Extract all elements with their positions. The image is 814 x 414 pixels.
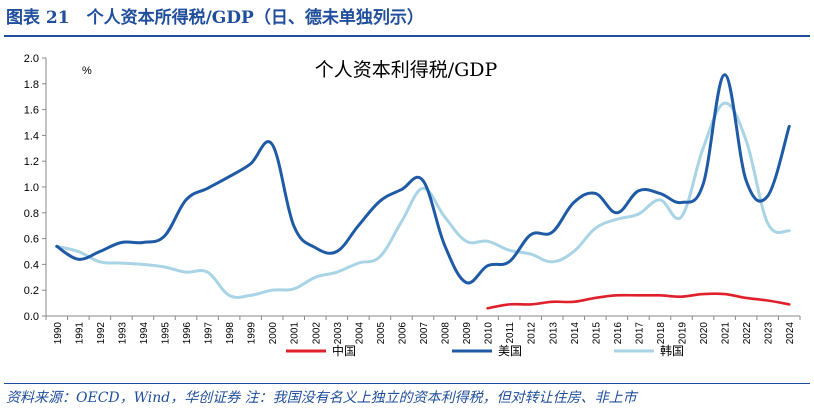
x-tick-label: 1996 (182, 322, 193, 345)
x-tick-label: 2002 (311, 322, 322, 345)
x-tick-label: 2022 (742, 322, 753, 345)
x-tick-label: 1993 (117, 322, 128, 345)
x-tick-label: 2015 (591, 322, 602, 345)
y-tick-label: 1.8 (24, 79, 39, 91)
x-tick-label: 2018 (656, 322, 667, 345)
y-tick-label: 1.2 (24, 156, 39, 168)
y-tick-label: 0.2 (24, 285, 39, 297)
legend-label: 中国 (332, 343, 356, 358)
x-tick-label: 2014 (570, 322, 581, 345)
x-tick-label: 2005 (376, 322, 387, 345)
x-tick-label: 1997 (204, 322, 215, 345)
x-tick-label: 2019 (678, 322, 689, 345)
x-tick-label: 1991 (74, 322, 85, 345)
y-tick-label: 1.4 (24, 130, 39, 142)
figure-title: 图表 21 个人资本所得税/GDP（日、德未单独列示） (6, 8, 424, 28)
source-rule (4, 383, 810, 384)
chart-axes: 0.0 0.2 0.4 0.6 0.8 1.0 1.2 1.4 1.6 1.8 2.0 1990 199… (24, 53, 801, 345)
x-tick-label: 2024 (785, 322, 796, 345)
x-tick-label: 1995 (160, 322, 171, 345)
y-tick-label: 0.8 (24, 208, 39, 220)
series-line-korea (55, 101, 791, 299)
unit-label: % (82, 65, 92, 77)
x-tick-label: 2011 (505, 322, 516, 344)
x-tick-label: 2016 (613, 322, 624, 345)
chart-legend: 中国 美国 韩国 (286, 343, 684, 358)
x-tick-label: 2001 (290, 322, 301, 345)
x-tick-label: 2003 (333, 322, 344, 345)
y-tick-label: 1.0 (24, 182, 39, 194)
x-tick-label: 2000 (268, 322, 279, 345)
y-tick-label: 0.4 (24, 259, 39, 271)
series-line-china (486, 292, 791, 310)
y-tick-label: 2.0 (24, 53, 39, 65)
x-tick-label: 2023 (764, 322, 775, 345)
x-tick-label: 2009 (462, 322, 473, 345)
x-tick-label: 1998 (225, 322, 236, 345)
x-tick-label: 1999 (247, 322, 258, 345)
x-tick-label: 2006 (397, 322, 408, 345)
line-chart: 0.0 0.2 0.4 0.6 0.8 1.0 1.2 1.4 1.6 1.8 2.0 1990 199… (24, 53, 801, 358)
x-tick-label: 2008 (441, 322, 452, 345)
x-tick-label: 2021 (721, 322, 732, 345)
y-tick-label: 1.6 (24, 105, 39, 117)
x-tick-label: 2007 (419, 322, 430, 345)
x-tick-label: 2012 (527, 322, 538, 345)
x-tick-label: 2004 (354, 322, 365, 345)
legend-label: 美国 (498, 344, 522, 358)
x-tick-label: 1990 (53, 322, 64, 345)
chart-title: 个人资本利得税/GDP (315, 59, 498, 81)
x-tick-label: 2013 (548, 322, 559, 345)
series-line-usa (55, 73, 791, 285)
x-tick-label: 2017 (634, 322, 645, 345)
source-note: 资料来源：OECD，Wind，华创证券 注：我国没有名义上独立的资本利得税，但对… (6, 390, 637, 406)
x-tick-label: 1994 (139, 322, 150, 345)
title-rule (4, 35, 810, 37)
x-tick-label: 1992 (96, 322, 107, 345)
x-tick-label: 2010 (484, 322, 495, 345)
y-tick-label: 0.6 (24, 234, 39, 246)
legend-label: 韩国 (660, 343, 684, 358)
chart-series (55, 73, 791, 310)
x-tick-label: 2020 (699, 322, 710, 345)
y-tick-label: 0.0 (24, 311, 39, 323)
